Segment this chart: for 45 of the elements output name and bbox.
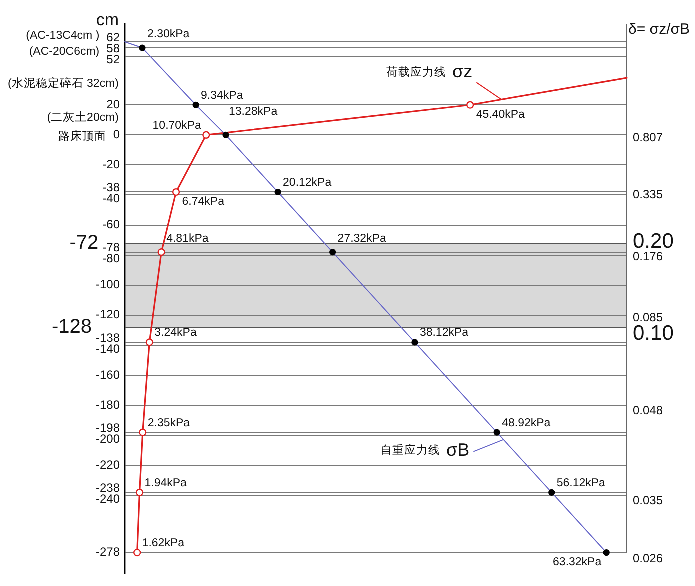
y-tick-label: -180 — [96, 398, 120, 412]
text: 0.035 — [633, 493, 664, 508]
data-label: 48.92kPa — [502, 417, 552, 430]
text: 路床顶面 — [58, 129, 106, 144]
data-label: 63.32kPa — [553, 556, 602, 568]
data-label: 20.12kPa — [283, 176, 332, 189]
ref-line-label: -72 — [70, 232, 99, 254]
y-tick-label: -120 — [96, 308, 120, 322]
text: (AC-13C4cm ) — [26, 30, 100, 42]
text: 0.10 — [633, 322, 674, 345]
text: (水泥稳定碎石 32cm) — [8, 76, 120, 90]
data-label: 45.40kPa — [476, 108, 526, 121]
text: δ= σz/σB — [628, 21, 690, 38]
ref-line-label: -128 — [52, 316, 92, 338]
data-label: 13.28kPa — [229, 106, 278, 118]
data-label: 4.81kPa — [166, 233, 210, 246]
y-tick-label: -160 — [96, 368, 120, 382]
y-tick-label: 0 — [113, 127, 120, 142]
data-label: 6.74kPa — [182, 196, 226, 208]
text: (AC-20C6cm) — [29, 46, 100, 58]
data-label: 56.12kPa — [556, 477, 606, 490]
y-tick-label: -20 — [102, 158, 120, 172]
text: (二灰土20cm) — [47, 111, 120, 124]
text: 0.807 — [633, 130, 664, 144]
series-label: 荷载应力线 σz — [386, 62, 473, 82]
text: 0.085 — [633, 310, 664, 324]
data-label: 2.35kPa — [148, 417, 191, 430]
text: 0.335 — [633, 187, 664, 202]
y-tick-label: -60 — [102, 218, 120, 232]
text: 0.026 — [633, 551, 664, 566]
y-axis-title: cm — [96, 10, 119, 30]
data-label: 3.24kPa — [154, 327, 198, 340]
legend-label: 自重应力线 σB — [380, 440, 470, 460]
data-label: 1.62kPa — [142, 537, 186, 550]
y-tick-label: -100 — [96, 278, 120, 292]
data-label: 2.30kPa — [147, 28, 190, 41]
data-label: 1.94kPa — [144, 477, 188, 490]
y-tick-label: -278 — [96, 545, 120, 560]
y-tick-label: -220 — [96, 458, 120, 472]
data-label: 9.34kPa — [201, 90, 244, 102]
data-label: 10.70kPa — [152, 120, 202, 132]
y-tick-label: 20 — [106, 97, 120, 112]
text: 0.048 — [633, 403, 664, 418]
data-label: 38.12kPa — [420, 327, 470, 340]
data-label: 27.32kPa — [338, 233, 387, 246]
